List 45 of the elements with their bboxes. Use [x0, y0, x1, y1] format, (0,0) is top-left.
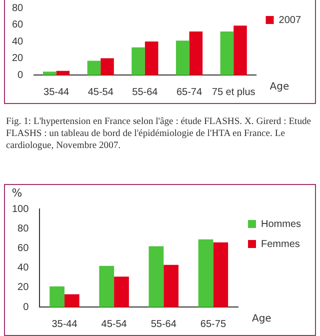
x-tick-label: 35-44 — [43, 86, 70, 98]
x-tick-label: 65-74 — [176, 86, 202, 98]
y-tick-label: 60 — [18, 242, 30, 254]
y-tick-label: 60 — [12, 20, 24, 30]
y-tick-label: 40 — [12, 36, 24, 48]
y-axis-title: % — [12, 186, 22, 200]
bar — [99, 266, 114, 307]
legend-label: 2007 — [278, 14, 302, 26]
bar — [64, 294, 80, 307]
x-tick-label: 65-75 — [200, 318, 226, 330]
legend-label: Femmes — [260, 238, 300, 250]
bar — [132, 47, 145, 75]
x-tick-label: 35-44 — [52, 318, 78, 330]
y-tick-label: 40 — [18, 262, 30, 274]
bar — [148, 246, 164, 307]
bar — [87, 60, 101, 75]
y-tick-label: 100 — [12, 204, 30, 215]
bar — [164, 264, 178, 307]
bar — [144, 42, 158, 75]
bar — [198, 239, 214, 307]
bar — [114, 276, 129, 307]
x-axis-title: Age — [252, 314, 272, 325]
bar — [42, 72, 56, 75]
y-tick-label: 80 — [18, 223, 30, 234]
x-tick-label: 45-54 — [88, 86, 114, 98]
bar — [50, 286, 64, 307]
y-tick-label: 0 — [18, 70, 24, 81]
x-tick-label: 75 et plus — [212, 86, 256, 98]
bar — [56, 70, 70, 75]
y-tick-label: 20 — [18, 282, 30, 294]
x-tick-label: 45-54 — [101, 318, 128, 330]
bar — [213, 242, 228, 307]
bar — [100, 58, 114, 75]
caption: Fig. 1: L'hypertension en France selon l'âge : étude FLASHS. X. Girerd : Etude FLASHS : un tableau de bord de l'épidémiologie de l'HTA en France. Le cardiologue, Novembre 2007. — [6, 116, 312, 152]
legend-label: Hommes — [260, 218, 302, 230]
bar — [189, 31, 203, 75]
bar — [176, 40, 190, 75]
y-tick-label: 80 — [12, 2, 24, 14]
bar — [234, 26, 247, 75]
x-tick-label: 55-64 — [150, 318, 177, 330]
x-axis-title: Age — [270, 82, 290, 93]
y-tick-label: 20 — [12, 53, 24, 64]
x-tick-label: 55-64 — [132, 86, 158, 98]
y-tick-label: 0 — [23, 302, 30, 313]
bar — [220, 31, 234, 75]
